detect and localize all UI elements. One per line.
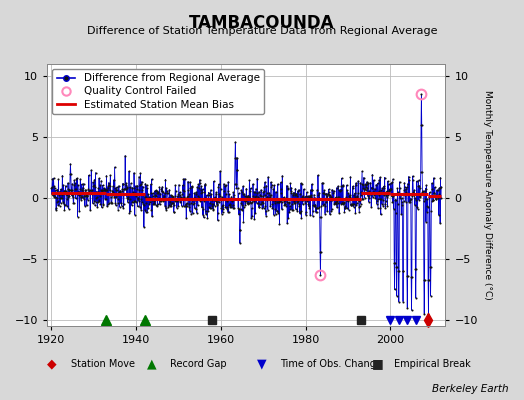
Text: ▲: ▲ xyxy=(147,358,156,370)
Text: Difference of Station Temperature Data from Regional Average: Difference of Station Temperature Data f… xyxy=(87,26,437,36)
Text: Berkeley Earth: Berkeley Earth xyxy=(432,384,508,394)
Y-axis label: Monthly Temperature Anomaly Difference (°C): Monthly Temperature Anomaly Difference (… xyxy=(483,90,492,300)
Text: ■: ■ xyxy=(372,358,384,370)
Text: Empirical Break: Empirical Break xyxy=(394,359,471,369)
Legend: Difference from Regional Average, Quality Control Failed, Estimated Station Mean: Difference from Regional Average, Qualit… xyxy=(52,69,264,114)
Text: TAMBACOUNDA: TAMBACOUNDA xyxy=(189,14,335,32)
Text: ▼: ▼ xyxy=(257,358,266,370)
Text: Record Gap: Record Gap xyxy=(170,359,227,369)
Text: Time of Obs. Change: Time of Obs. Change xyxy=(280,359,382,369)
Text: ◆: ◆ xyxy=(47,358,57,370)
Text: Station Move: Station Move xyxy=(71,359,135,369)
